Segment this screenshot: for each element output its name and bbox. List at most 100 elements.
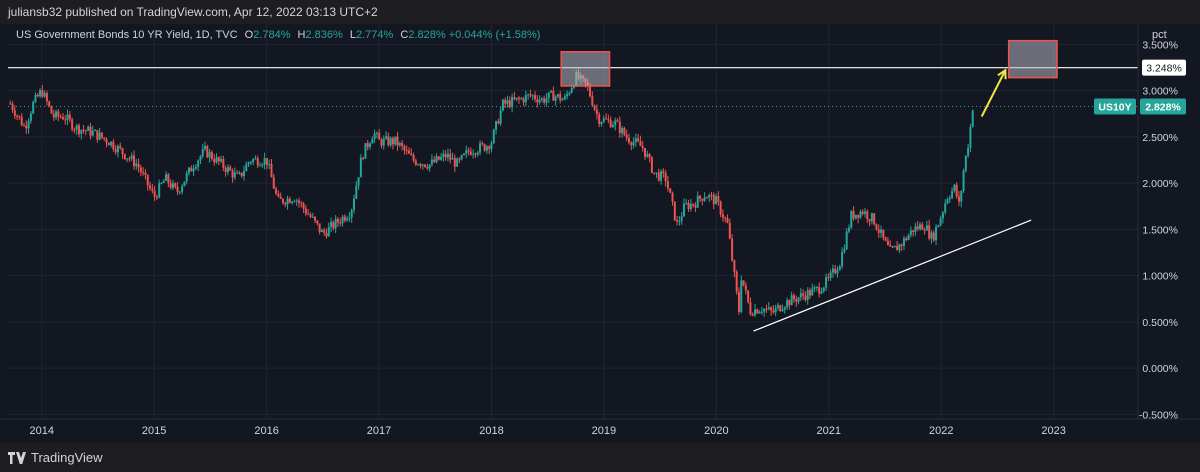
candle-body — [59, 116, 62, 118]
candle-body — [339, 222, 342, 224]
candle-body — [896, 245, 899, 251]
candle-body — [178, 191, 181, 193]
candle-body — [256, 158, 259, 166]
candle-body — [295, 200, 298, 202]
candle-body — [967, 147, 970, 156]
candle-body — [648, 154, 651, 158]
candle-body — [900, 244, 903, 246]
candle-body — [902, 238, 905, 246]
candle-body — [380, 139, 383, 146]
candle-body — [181, 186, 184, 192]
candle-body — [492, 129, 495, 144]
candle-body — [378, 132, 381, 140]
candle-body — [75, 125, 78, 130]
candle-body — [318, 223, 321, 232]
candle-body — [655, 172, 658, 174]
candle-body — [130, 155, 133, 159]
tradingview-brand[interactable]: TradingView — [8, 450, 103, 465]
candle-body — [474, 153, 477, 155]
candle-body — [776, 305, 779, 308]
candle-body — [799, 293, 802, 298]
candle-body — [925, 225, 928, 231]
candle-body — [52, 113, 55, 118]
candle-body — [103, 137, 106, 139]
candle-body — [119, 146, 122, 149]
candle-body — [591, 96, 594, 106]
x-tick-label: 2018 — [479, 425, 503, 437]
candle-body — [336, 218, 339, 223]
candle-body — [417, 164, 420, 166]
candle-body — [836, 270, 839, 274]
candle-body — [456, 158, 459, 167]
y-tick-label: 2.500% — [1142, 132, 1178, 144]
candle-body — [302, 203, 305, 209]
candle-body — [806, 290, 809, 300]
chart-area[interactable]: 3.500% 3.000% 2.500% 2.000% 1.500% 1.000% 0.50… — [0, 24, 1200, 443]
candle-body — [864, 211, 867, 214]
candle-body — [469, 151, 472, 155]
symbol-legend[interactable]: US Government Bonds 10 YR Yield, 1D, TVC… — [16, 29, 540, 41]
candle-body — [543, 98, 546, 103]
x-tick-label: 2020 — [704, 425, 728, 437]
candle-body — [921, 224, 924, 230]
candle-body — [105, 138, 108, 143]
candle-body — [843, 249, 846, 253]
candle-body — [598, 114, 601, 125]
candle-body — [151, 188, 154, 191]
candle-body — [194, 166, 197, 169]
candle-series — [9, 67, 974, 318]
candle-body — [905, 238, 908, 240]
candle-body — [297, 200, 300, 203]
candle-body — [765, 309, 768, 311]
percent-scale-button[interactable]: pct — [1152, 29, 1167, 41]
candle-body — [142, 172, 145, 174]
candle-body — [815, 287, 818, 289]
candle-body — [490, 143, 493, 149]
candle-body — [882, 229, 885, 238]
candle-body — [540, 98, 543, 100]
candle-body — [149, 185, 152, 189]
x-tick-label: 2014 — [29, 425, 53, 437]
candle-body — [240, 172, 243, 177]
high-label: H — [297, 29, 306, 41]
candle-body — [412, 155, 415, 161]
candle-body — [36, 94, 39, 97]
candle-body — [939, 218, 942, 226]
candle-body — [277, 193, 280, 197]
candle-body — [451, 158, 454, 160]
candle-body — [100, 132, 103, 138]
candle-body — [391, 138, 394, 145]
candle-body — [45, 93, 48, 102]
candle-body — [343, 216, 346, 221]
candle-body — [728, 222, 731, 239]
candle-body — [719, 201, 722, 215]
y-tick-label: 0.000% — [1142, 363, 1178, 375]
low-label: L — [349, 29, 356, 41]
candle-body — [747, 290, 750, 303]
candle-body — [531, 95, 534, 97]
candle-body — [841, 252, 844, 267]
publish-info: juliansb32 published on TradingView.com,… — [8, 5, 378, 19]
candle-body — [314, 216, 317, 221]
candle-body — [401, 142, 404, 147]
candle-body — [646, 154, 649, 157]
candle-body — [304, 208, 307, 214]
x-tick-label: 2016 — [254, 425, 278, 437]
level-price-label: 3.248% — [1146, 63, 1182, 75]
candle-body — [886, 240, 889, 246]
candle-body — [488, 146, 491, 149]
candle-body — [224, 167, 227, 173]
candle-body — [699, 195, 702, 199]
candle-body — [222, 159, 225, 168]
candle-body — [89, 126, 92, 136]
candle-body — [460, 155, 463, 160]
candle-body — [515, 97, 518, 100]
candle-body — [772, 310, 775, 313]
candle-body — [375, 132, 378, 134]
candle-body — [279, 196, 282, 199]
candle-body — [398, 142, 401, 146]
candle-body — [231, 170, 234, 178]
candle-body — [893, 245, 896, 248]
candle-body — [91, 130, 94, 136]
price-chart[interactable]: 3.500% 3.000% 2.500% 2.000% 1.500% 1.000% 0.50… — [0, 24, 1200, 443]
